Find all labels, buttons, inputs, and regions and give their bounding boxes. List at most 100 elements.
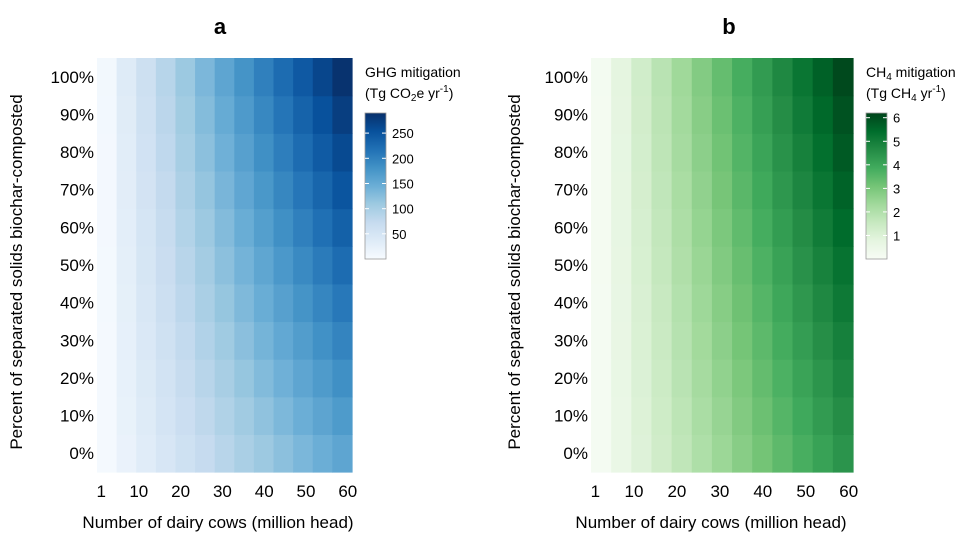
heatmap-cell [253, 170, 275, 210]
heatmap-cell [591, 246, 612, 285]
heatmap-cell [312, 208, 333, 247]
heatmap-cell [832, 396, 854, 435]
heatmap-cell [332, 170, 353, 210]
y-tick-label: 30% [60, 331, 94, 350]
heatmap-cell [234, 396, 255, 435]
heatmap-cell [155, 246, 177, 285]
y-tick-label: 0% [69, 444, 94, 463]
heatmap-cell [136, 283, 157, 323]
heatmap-cell [234, 359, 255, 398]
heatmap-cell [651, 208, 673, 247]
heatmap-cell [792, 133, 814, 172]
heatmap-cell [195, 133, 216, 172]
heatmap-cell [611, 95, 632, 134]
heatmap-cell [711, 133, 733, 172]
x-tick-label: 20 [171, 482, 190, 501]
x-tick-label: 40 [255, 482, 274, 501]
heatmap-cell [136, 321, 157, 360]
heatmap-cell [293, 246, 314, 285]
heatmap-cell [591, 396, 612, 435]
heatmap-cell [97, 95, 118, 134]
heatmap-cell [812, 246, 834, 285]
heatmap-cell [591, 208, 612, 247]
heatmap-cell [651, 434, 673, 473]
heatmap-cell [832, 95, 854, 134]
colorbar-tick-label: 4 [893, 158, 900, 173]
colorbar-tick-label: 5 [893, 134, 900, 149]
heatmap-cell [214, 133, 235, 172]
heatmap-cell [155, 208, 177, 247]
heatmap-cell [611, 359, 632, 398]
heatmap-cell [155, 321, 177, 360]
heatmap-cell [273, 434, 294, 473]
heatmap-cell [136, 359, 157, 398]
heatmap-cell [155, 58, 177, 97]
colorbar-b [865, 112, 888, 260]
heatmap-cell [175, 95, 196, 134]
heatmap-cell [312, 95, 333, 134]
heatmap-cell [293, 133, 314, 172]
y-tick-label: 90% [60, 106, 94, 125]
heatmap-cell [155, 434, 177, 473]
heatmap-cell [97, 246, 118, 285]
heatmap-cell [253, 95, 275, 134]
heatmap-cell [792, 95, 814, 134]
x-axis-label-a: Number of dairy cows (million head) [82, 513, 353, 532]
heatmap-cell [792, 396, 814, 435]
heatmap-cell [772, 246, 794, 285]
heatmap-cell [591, 58, 612, 97]
heatmap-cell [591, 283, 612, 323]
x-tick-label: 20 [667, 482, 686, 501]
heatmap-cell [812, 208, 834, 247]
colorbar-tick-label: 50 [392, 227, 406, 242]
colorbar-tick-label: 150 [392, 177, 414, 192]
heatmap-cell [214, 434, 235, 473]
heatmap-cell [214, 170, 235, 210]
heatmap-cell [214, 246, 235, 285]
heatmap-cell [752, 58, 773, 97]
heatmap-cell [591, 321, 612, 360]
heatmap-cell [293, 359, 314, 398]
heatmap-cell [97, 170, 118, 210]
heatmap-cell [671, 283, 693, 323]
heatmap-cell [732, 246, 753, 285]
heatmap-cell [214, 359, 235, 398]
heatmap-cell [332, 58, 353, 97]
heatmap-cell [732, 359, 753, 398]
heatmap-cell [312, 321, 333, 360]
heatmap-cell [116, 208, 137, 247]
heatmap-cell [214, 396, 235, 435]
heatmap-cell [591, 133, 612, 172]
heatmap-cell [97, 58, 118, 97]
y-tick-label: 40% [554, 294, 588, 313]
heatmap-cell [752, 434, 773, 473]
heatmap-cell [671, 170, 693, 210]
heatmap-cell [691, 170, 713, 210]
heatmap-cell [195, 396, 216, 435]
heatmap-cell [772, 95, 794, 134]
heatmap-cell [332, 321, 353, 360]
y-tick-label: 70% [60, 181, 94, 200]
heatmap-cell [116, 95, 137, 134]
heatmap-cell [332, 208, 353, 247]
y-axis-label-a: Percent of separated solids biochar-comp… [7, 94, 26, 449]
colorbar-ticks-a: 50 100 150 200 250 [365, 126, 414, 242]
heatmap-cell [273, 208, 294, 247]
heatmap-cell [671, 359, 693, 398]
y-tick-label: 0% [563, 444, 588, 463]
heatmap-cell [752, 170, 773, 210]
heatmap-cell [732, 58, 753, 97]
heatmap-cell [631, 58, 653, 97]
y-tick-label: 20% [60, 369, 94, 388]
heatmap-cell [253, 133, 275, 172]
y-tick-label: 100% [545, 68, 588, 87]
heatmap-cell [97, 434, 118, 473]
heatmap-cell [832, 359, 854, 398]
y-tick-label: 30% [554, 331, 588, 350]
heatmap-cell [611, 434, 632, 473]
heatmap-cell [772, 359, 794, 398]
heatmap-cell [812, 434, 834, 473]
heatmap-cell [175, 246, 196, 285]
heatmap-cell [752, 396, 773, 435]
heatmap-cell [772, 434, 794, 473]
